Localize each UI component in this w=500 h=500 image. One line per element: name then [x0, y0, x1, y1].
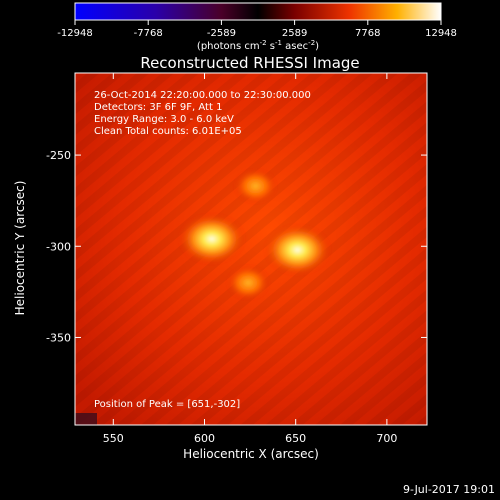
x-tick-label: 550: [103, 432, 124, 445]
chart-title: Reconstructed RHESSI Image: [140, 54, 359, 72]
annotation-time: 26-Oct-2014 22:20:00.000 to 22:30:00.000: [94, 90, 311, 101]
footer-date: 9-Jul-2017 19:01: [403, 483, 495, 496]
plot-frame: [74, 72, 428, 426]
source-blob-3: [233, 168, 278, 205]
annotation-energy: Energy Range: 3.0 - 6.0 keV: [94, 114, 234, 125]
annotation-counts: Clean Total counts: 6.01E+05: [94, 126, 242, 137]
y-tick-label: -250: [46, 149, 71, 162]
annotation-peak: Position of Peak = [651,-302]: [94, 399, 240, 410]
x-tick-label: 650: [285, 432, 306, 445]
source-blob-1: [263, 223, 332, 276]
colorbar-tick-label: 7768: [355, 28, 380, 39]
source-blob-4: [226, 264, 271, 301]
x-axis-ticks: 550 600 650 700: [103, 73, 397, 445]
y-axis-label: Heliocentric Y (arcsec): [13, 181, 27, 316]
x-tick-label: 700: [376, 432, 397, 445]
colorbar-tick-label: 12948: [425, 28, 457, 39]
y-tick-label: -300: [46, 240, 71, 253]
y-tick-label: -350: [46, 331, 71, 344]
colorbar-tick-label: -7768: [134, 28, 163, 39]
x-tick-label: 600: [194, 432, 215, 445]
colorbar-ticks: -12948 -7768 -2589 2589 7768 12948: [57, 20, 457, 39]
colorbar-unit-label: (photons cm-2 s-1 asec-2): [197, 39, 319, 52]
heatmap-image: [75, 73, 427, 425]
colorbar-tick-label: -2589: [207, 28, 236, 39]
colorbar-tick-label: -12948: [57, 28, 92, 39]
x-axis-label: Heliocentric X (arcsec): [183, 447, 319, 461]
annotations: 26-Oct-2014 22:20:00.000 to 22:30:00.000…: [94, 90, 311, 410]
colorbar: [74, 2, 442, 21]
annotation-detectors: Detectors: 3F 6F 9F, Att 1: [94, 102, 222, 113]
y-axis-ticks: -250 -300 -350: [46, 149, 427, 344]
colorbar-tick-label: 2589: [282, 28, 307, 39]
source-blob-2: [177, 212, 246, 265]
